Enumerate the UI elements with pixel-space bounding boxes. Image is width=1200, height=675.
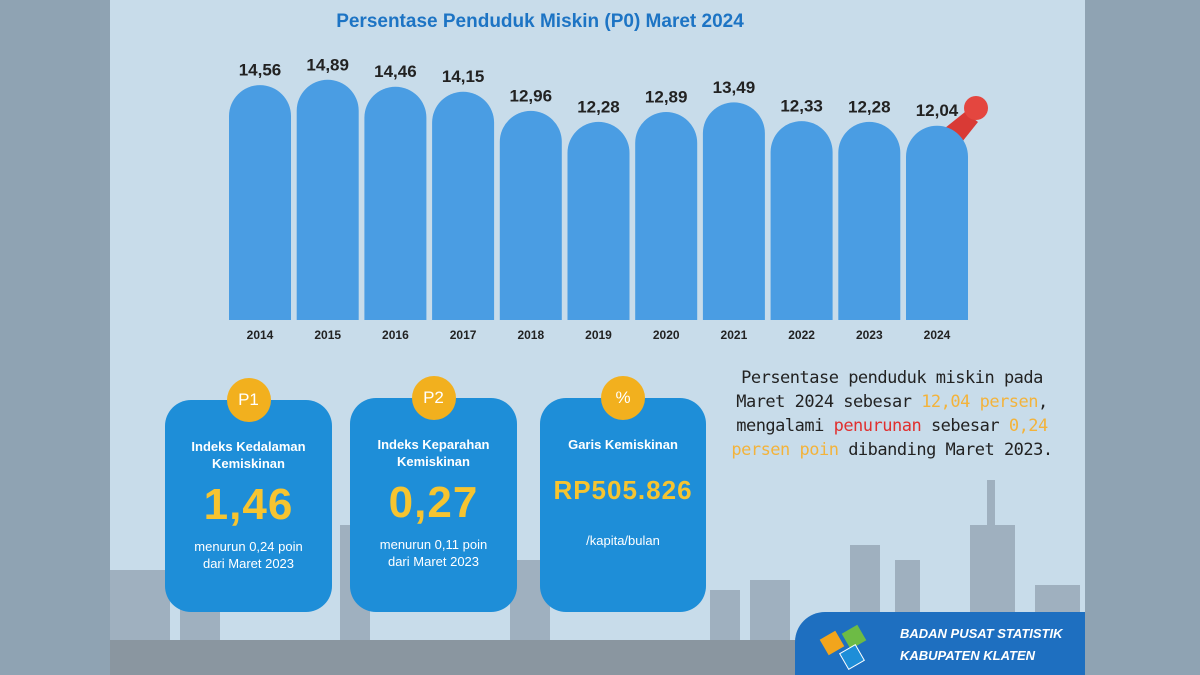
bar [635, 112, 698, 321]
x-tick-label: 2017 [450, 328, 477, 342]
x-tick-label: 2021 [721, 328, 748, 342]
x-tick-label: 2022 [788, 328, 815, 342]
card-badge: P1 [226, 378, 271, 422]
card-title: Garis Kemiskinan [568, 437, 678, 452]
value-label: 12,33 [780, 97, 823, 116]
stat-card: P2 Indeks Keparahan Kemiskinan 0,27 menurun… [350, 376, 517, 612]
card-value: 0,27 [388, 478, 479, 527]
value-label: 12,04 [916, 101, 959, 120]
value-label: 12,96 [510, 86, 553, 105]
value-label: 14,46 [374, 62, 417, 81]
bar [364, 86, 427, 320]
card-note: /kapita/bulan [586, 533, 660, 548]
summary-part: Persentase penduduk miskin pada Maret 20… [736, 368, 1043, 412]
value-label: 12,28 [577, 97, 620, 116]
summary-part: dibanding Maret 2023. [838, 440, 1053, 460]
card-title: Indeks Kedalaman Kemiskinan [191, 439, 306, 471]
card-value: 1,46 [203, 480, 294, 529]
x-tick-label: 2015 [314, 328, 341, 342]
summary-text: Persentase penduduk miskin pada Maret 20… [722, 366, 1062, 462]
x-tick-label: 2020 [653, 328, 680, 342]
bar [770, 121, 833, 321]
value-label: 14,15 [442, 67, 485, 86]
x-tick-label: 2016 [382, 328, 409, 342]
card-badge: P2 [411, 376, 456, 420]
summary-highlight: 0,24 persen poin [731, 416, 1048, 460]
bar [499, 110, 562, 320]
card-note: menurun 0,11 poin dari Maret 2023 [379, 537, 488, 569]
x-tick-label: 2014 [247, 328, 274, 342]
bar [906, 125, 968, 320]
summary-highlight: penurunan [833, 416, 922, 436]
card-note: menurun 0,24 poin dari Maret 2023 [194, 539, 303, 571]
stat-card: % Garis Kemiskinan RP505.826/kapita/bulan [540, 376, 706, 612]
bar [702, 102, 765, 320]
footer: BADAN PUSAT STATISTIK KABUPATEN KLATEN [795, 612, 1085, 675]
footer-line: KABUPATEN KLATEN [900, 648, 1036, 663]
footer-line: BADAN PUSAT STATISTIK [900, 626, 1063, 641]
value-label: 13,49 [713, 78, 756, 97]
value-label: 14,56 [239, 61, 282, 80]
summary-part: , mengalami [736, 392, 1048, 436]
value-label: 12,89 [645, 88, 688, 107]
value-label: 12,28 [848, 97, 891, 116]
bar [567, 121, 630, 320]
bar [229, 85, 291, 320]
x-tick-label: 2024 [924, 328, 951, 342]
bar [838, 121, 901, 320]
x-tick-label: 2018 [517, 328, 544, 342]
card-value: RP505.826 [553, 475, 693, 505]
bar [296, 79, 359, 320]
x-tick-label: 2019 [585, 328, 612, 342]
x-tick-label: 2023 [856, 328, 883, 342]
value-label: 14,89 [306, 55, 349, 74]
card-title: Indeks Keparahan Kemiskinan [377, 437, 490, 469]
summary-highlight: 12,04 persen [921, 392, 1039, 412]
summary-part: sebesar [921, 416, 1009, 436]
stat-card: P1 Indeks Kedalaman Kemiskinan 1,46 menurun… [165, 378, 332, 612]
bar [432, 91, 495, 321]
logo [819, 624, 867, 670]
card-badge: % [601, 376, 645, 420]
infographic-panel: Persentase Penduduk Miskin (P0) Maret 20… [110, 0, 1085, 675]
chart-title: Persentase Penduduk Miskin (P0) Maret 20… [336, 11, 744, 32]
